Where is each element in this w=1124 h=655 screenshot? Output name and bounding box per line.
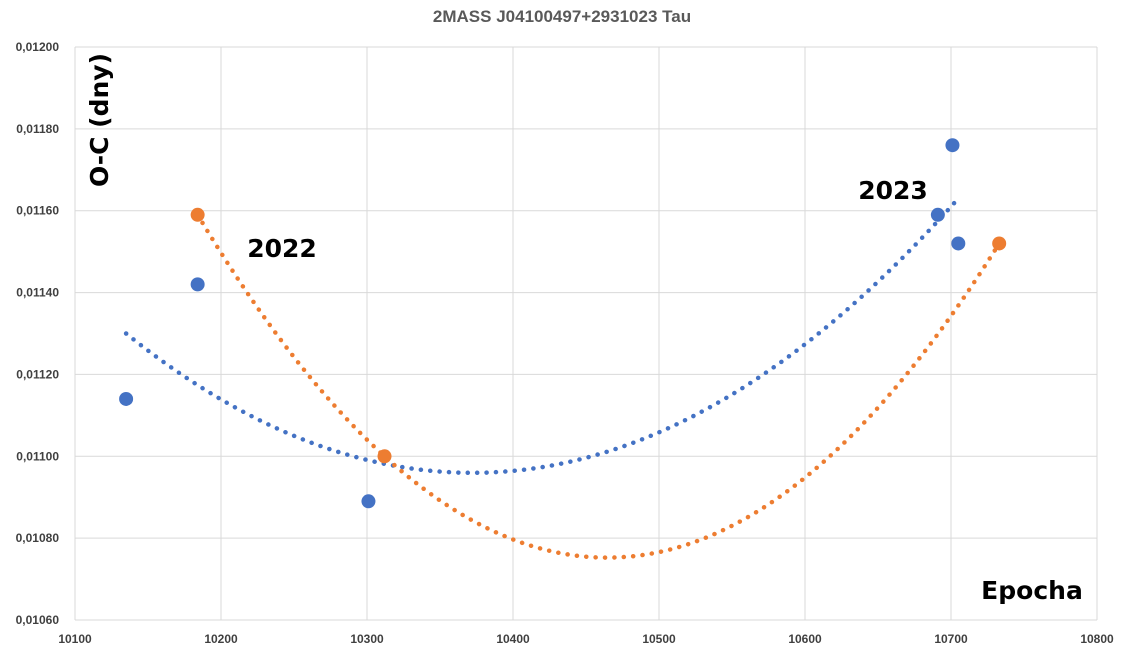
x-tick-label: 10200: [204, 632, 238, 646]
trendlines: [123, 196, 1002, 560]
x-tick-label: 10100: [58, 632, 92, 646]
annotation-2022: 2022: [247, 234, 317, 263]
x-tick-label: 10500: [642, 632, 676, 646]
x-tick-label: 10700: [934, 632, 968, 646]
y-tick-label: 0,01060: [16, 613, 60, 627]
x-axis-label: Epocha: [981, 576, 1083, 605]
data-point-series-1: [951, 236, 966, 251]
y-tick-label: 0,01140: [16, 286, 59, 300]
data-point-series-1: [119, 391, 134, 406]
y-tick-label: 0,01160: [16, 204, 59, 218]
horizontal-gridlines: [75, 46, 1097, 621]
trendline-series-2: [195, 212, 1002, 560]
y-tick-label: 0,01120: [16, 367, 59, 381]
y-axis-ticks: 0,01060 0,01080 0,01100 0,01120 0,01140 0,011…: [16, 40, 60, 627]
data-points: [119, 138, 1007, 509]
y-tick-label: 0,01080: [16, 531, 60, 545]
x-axis-ticks: 10100 10200 10300 10400 10500 10600 10700 10800: [58, 632, 1114, 646]
data-point-series-1: [930, 207, 945, 222]
annotation-2023: 2023: [858, 176, 928, 205]
data-point-series-1: [361, 494, 376, 509]
y-axis-label: O-C (dny): [85, 53, 114, 187]
data-point-series-2: [992, 236, 1007, 251]
x-tick-label: 10800: [1080, 632, 1114, 646]
data-point-series-2: [190, 207, 205, 222]
data-point-series-1: [945, 138, 960, 153]
y-tick-label: 0,01200: [16, 40, 60, 54]
chart-title: 2MASS J04100497+2931023 Tau: [433, 7, 691, 26]
data-point-series-2: [377, 449, 392, 464]
x-tick-label: 10300: [350, 632, 384, 646]
trendline-series-1: [123, 196, 961, 476]
x-tick-label: 10600: [788, 632, 822, 646]
x-tick-label: 10400: [496, 632, 530, 646]
data-point-series-1: [190, 277, 205, 292]
y-tick-label: 0,01180: [16, 122, 59, 136]
y-tick-label: 0,01100: [16, 449, 59, 463]
